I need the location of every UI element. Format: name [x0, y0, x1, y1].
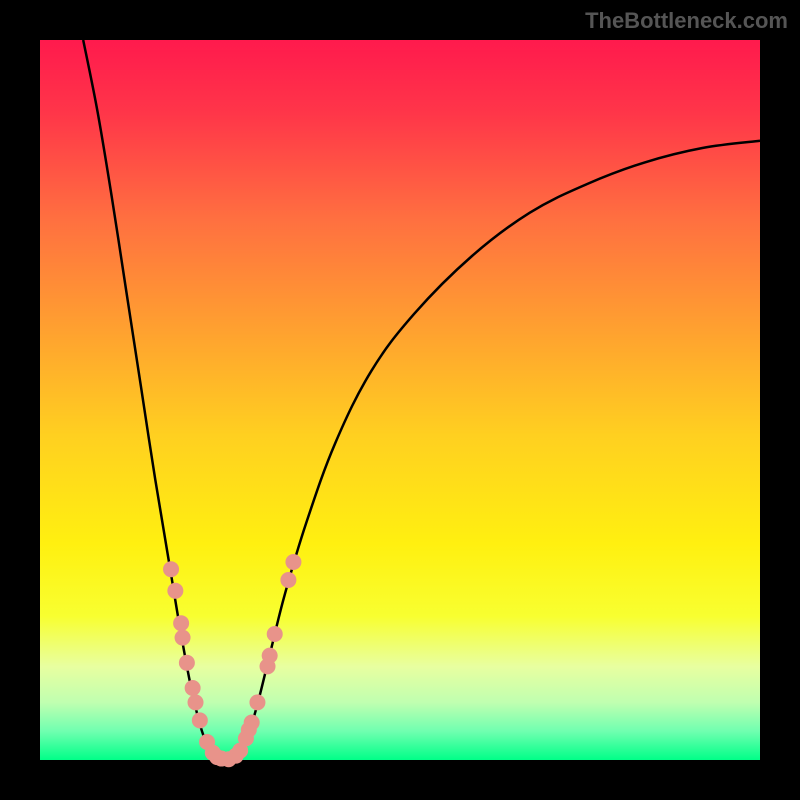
data-marker	[244, 715, 260, 731]
plot-area	[40, 40, 760, 760]
data-marker	[175, 630, 191, 646]
data-marker	[285, 554, 301, 570]
data-marker	[280, 572, 296, 588]
data-marker	[267, 626, 283, 642]
data-marker	[188, 694, 204, 710]
data-marker	[185, 680, 201, 696]
data-marker	[179, 655, 195, 671]
watermark: TheBottleneck.com	[585, 8, 788, 34]
data-marker	[173, 615, 189, 631]
data-marker	[249, 694, 265, 710]
data-marker	[262, 648, 278, 664]
data-marker	[167, 583, 183, 599]
data-marker	[192, 712, 208, 728]
right-curve	[224, 141, 760, 760]
left-curve	[83, 40, 223, 760]
data-marker	[163, 561, 179, 577]
chart-svg	[40, 40, 760, 760]
marker-group	[163, 554, 301, 767]
